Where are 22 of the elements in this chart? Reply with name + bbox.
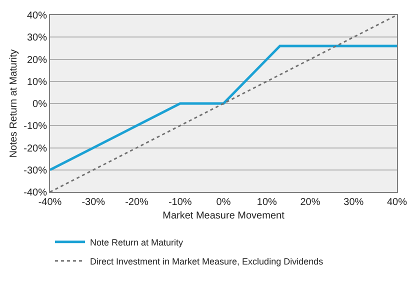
y-tick-label: 0% — [32, 99, 48, 110]
y-tick-label: 40% — [26, 10, 48, 22]
y-axis-title: Notes Return at Maturity — [8, 49, 20, 158]
x-tick-label: -30% — [82, 197, 106, 208]
x-tick-label: -20% — [125, 197, 149, 208]
y-tick-label: -20% — [24, 143, 48, 154]
x-tick-label: -40% — [38, 197, 62, 208]
legend-label: Direct Investment in Market Measure, Excluding Dividends — [90, 256, 324, 266]
x-tick-label: 10% — [256, 197, 277, 208]
y-tick-label: 20% — [26, 54, 48, 66]
x-axis-title: Market Measure Movement — [162, 210, 285, 222]
x-tick-label: -10% — [168, 197, 192, 208]
y-tick-label: -30% — [24, 165, 48, 176]
y-tick-label: 10% — [26, 76, 48, 88]
x-tick-label: 30% — [344, 197, 364, 208]
x-tick-label: 20% — [300, 197, 320, 208]
y-tick-label: 30% — [26, 32, 48, 44]
y-tick-label: -10% — [24, 121, 48, 132]
x-tick-label: 0% — [216, 197, 231, 208]
x-tick-label: 40% — [386, 197, 408, 208]
y-tick-label: -40% — [24, 188, 48, 198]
legend-label: Note Return at Maturity — [90, 237, 184, 248]
